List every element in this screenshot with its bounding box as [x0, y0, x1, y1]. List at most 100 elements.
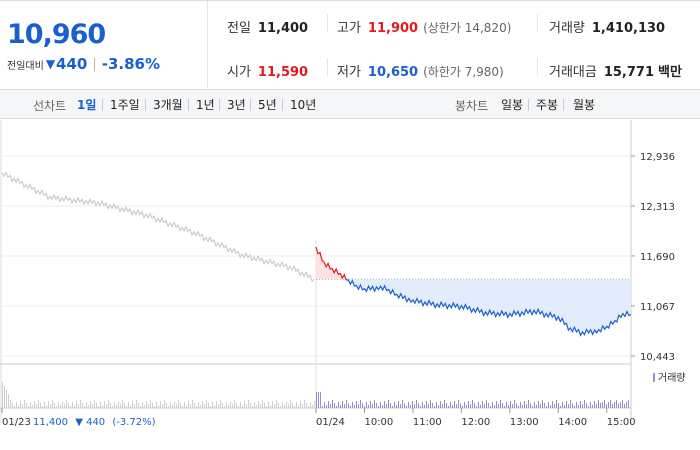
volume-bar [446, 403, 447, 408]
volume-bar [524, 401, 525, 408]
volume-bar [148, 404, 149, 408]
volume-bar [364, 406, 365, 408]
volume-bar [476, 406, 477, 408]
volume-bar [110, 403, 111, 408]
volume-bar [172, 405, 173, 408]
volume-bar [410, 405, 411, 408]
volume-bar [138, 403, 139, 408]
x-tick-label: 15:00 [607, 417, 636, 428]
tab-3m[interactable]: 3개월 [153, 98, 183, 112]
volume-bar [556, 400, 557, 408]
volume-bar [430, 400, 431, 408]
volume-bar [372, 404, 373, 408]
volume-bar [266, 406, 267, 408]
volume-bar [554, 404, 555, 408]
volume-bar [592, 405, 593, 408]
tab-10y[interactable]: 10년 [290, 98, 317, 112]
tab-monthly[interactable]: 월봉 [573, 98, 596, 112]
volume-bar [112, 406, 113, 408]
volume-bar [298, 405, 299, 408]
volume-bar [36, 404, 37, 408]
volume-bar [66, 400, 67, 408]
tab-weekly[interactable]: 주봉 [536, 98, 559, 112]
volume-bar [4, 386, 5, 408]
volume-bar [44, 402, 45, 408]
stat-label: 거래대금 [549, 65, 597, 80]
volume-bar [458, 400, 459, 408]
volume-bar [582, 404, 583, 408]
volume-bar [474, 403, 475, 408]
volume-bar [570, 400, 571, 408]
volume-bar [394, 402, 395, 408]
volume-bar [194, 403, 195, 408]
volume-bar [278, 403, 279, 408]
volume-bar [584, 400, 585, 408]
volume-bar [82, 403, 83, 408]
volume-bar [528, 400, 529, 408]
tab-1d[interactable]: 1일 [77, 98, 97, 112]
volume-bar [382, 405, 383, 408]
volume-bar [202, 401, 203, 408]
tab-3y[interactable]: 3년 [227, 98, 246, 112]
volume-bar [260, 404, 261, 408]
tab-1y[interactable]: 1년 [196, 98, 215, 112]
volume-bar [386, 404, 387, 408]
volume-bar [198, 402, 199, 408]
volume-bar [506, 402, 507, 408]
volume-bar [616, 400, 617, 408]
volume-bar [212, 402, 213, 408]
volume-bar [348, 403, 349, 408]
volume-bar [514, 400, 515, 408]
volume-bar [566, 401, 567, 408]
y-tick-label: 11,067 [640, 302, 675, 313]
stat-volume: 거래량 1,410,130 [549, 17, 665, 36]
volume-bar [574, 406, 575, 408]
today-line-down [346, 279, 632, 337]
volume-bar [628, 400, 629, 408]
volume-bar [368, 405, 369, 408]
volume-bar [422, 402, 423, 408]
volume-bar [548, 402, 549, 408]
volume-bar [436, 402, 437, 408]
volume-bar [598, 400, 599, 408]
grid-layer [0, 155, 635, 413]
volume-bar [420, 406, 421, 408]
stat-label: 저가 [337, 65, 361, 80]
volume-bar [334, 403, 335, 408]
volume-bar [612, 404, 613, 408]
volume-bar [578, 405, 579, 408]
tab-daily[interactable]: 일봉 [501, 98, 524, 112]
volume-bar [182, 406, 183, 408]
change-percent: -3.86% [101, 55, 161, 73]
volume-bar [546, 406, 547, 408]
volume-bar [442, 404, 443, 408]
volume-bar [438, 405, 439, 408]
volume-bar [238, 406, 239, 408]
volume-bar [130, 405, 131, 408]
volume-bar [284, 405, 285, 408]
volume-bar [602, 402, 603, 408]
volume-bar [396, 405, 397, 408]
volume-bar [96, 403, 97, 408]
volume-bar [166, 403, 167, 408]
volume-bar [354, 405, 355, 408]
volume-bar [586, 403, 587, 408]
volume-bar [26, 403, 27, 408]
volume-bar [308, 406, 309, 408]
x-axis-labels: 01/23 01/24 10:00 11:00 12:00 13:00 14:00 15:00 [2, 417, 636, 428]
tab-separator [282, 99, 283, 111]
up-area [316, 246, 631, 280]
volume-bar [248, 400, 249, 408]
volume-bar [208, 403, 209, 408]
tab-1w[interactable]: 1주일 [110, 98, 140, 112]
tab-5y[interactable]: 5년 [258, 98, 277, 112]
change-separator: | [92, 56, 97, 72]
volume-bar [488, 403, 489, 408]
volume-bar [490, 406, 491, 408]
stat-label: 시가 [227, 65, 251, 80]
volume-bar [106, 404, 107, 408]
prev-day-close: 11,400 [33, 417, 68, 428]
volume-bar [324, 402, 325, 408]
volume-bar [32, 405, 33, 408]
volume-bar [408, 402, 409, 408]
